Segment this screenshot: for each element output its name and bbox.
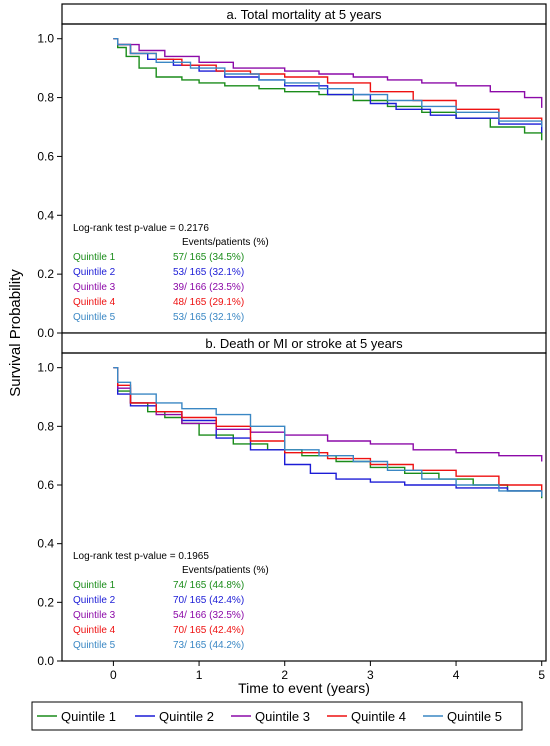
legend: Quintile 1 Quintile 2 Quintile 3 Quintil… (31, 701, 523, 731)
panel-a-y-tick-label: 0.8 (37, 91, 54, 105)
panel-b-title: b. Death or MI or stroke at 5 years (205, 336, 403, 351)
panel-b: b. Death or MI or stroke at 5 years 0.00… (37, 332, 547, 668)
panel-a-table-value-q4: 48/ 165 (29.1%) (173, 297, 244, 308)
legend-label-q4: Quintile 4 (351, 709, 406, 724)
panel-a-table-name-q2: Quintile 2 (73, 267, 116, 278)
panel-b-table-name-q3: Quintile 3 (73, 610, 116, 621)
panel-b-y-tick-label: 0.4 (37, 537, 54, 551)
legend-label-q1: Quintile 1 (61, 709, 116, 724)
panel-a-y-tick-label: 0.0 (37, 326, 54, 340)
panel-a-table-name-q1: Quintile 1 (73, 252, 116, 263)
legend-label-q5: Quintile 5 (447, 709, 502, 724)
panel-b-table-value-q3: 54/ 166 (32.5%) (173, 610, 244, 621)
panel-b-events-table: Quintile 1 74/ 165 (44.8%) Quintile 2 70… (73, 580, 244, 651)
panel-a-curve-quintile-4 (113, 38, 543, 125)
panel-b-y-tick-label: 0.0 (37, 654, 54, 668)
panel-b-curve-quintile-3 (113, 367, 543, 462)
panel-b-logrank-text: Log-rank test p-value = 0.1965 (73, 551, 209, 562)
panel-a: a. Total mortality at 5 years 0.00.20.40… (37, 3, 547, 340)
panel-b-table-name-q4: Quintile 4 (73, 625, 116, 636)
panel-b-curve-quintile-2 (113, 367, 543, 494)
panel-a-table-value-q5: 53/ 165 (32.1%) (173, 312, 244, 323)
y-axis-title: Survival Probability (7, 269, 24, 397)
panel-a-logrank-text: Log-rank test p-value = 0.2176 (73, 223, 209, 234)
x-tick-label: 5 (538, 668, 545, 682)
panel-a-table-value-q2: 53/ 165 (32.1%) (173, 267, 244, 278)
panel-a-table-name-q5: Quintile 5 (73, 312, 116, 323)
panel-a-y-tick-label: 0.4 (37, 208, 54, 222)
panel-a-table-value-q1: 57/ 165 (34.5%) (173, 252, 244, 263)
panel-a-curve-quintile-3 (113, 38, 543, 108)
panel-b-table-name-q5: Quintile 5 (73, 640, 116, 651)
panel-a-survival-curves (113, 38, 543, 141)
x-tick-label: 1 (196, 668, 203, 682)
panel-a-y-axis: 0.0 0.2 0.4 0.6 0.8 1.0 (37, 32, 62, 340)
panel-b-curve-quintile-5 (113, 367, 543, 497)
x-tick-label: 0 (110, 668, 117, 682)
panel-b-table-value-q5: 73/ 165 (44.2%) (173, 640, 244, 651)
panel-b-curve-quintile-1 (113, 367, 543, 499)
panel-a-table-value-q3: 39/ 166 (23.5%) (173, 282, 244, 293)
panel-b-table-header: Events/patients (%) (182, 565, 269, 576)
x-tick-label: 4 (453, 668, 460, 682)
panel-b-y-tick-label: 0.2 (37, 595, 54, 609)
panel-a-y-tick-label: 0.6 (37, 149, 54, 163)
panel-b-y-tick-label: 1.0 (37, 361, 54, 375)
panel-b-table-value-q1: 74/ 165 (44.8%) (173, 580, 244, 591)
legend-label-q2: Quintile 2 (159, 709, 214, 724)
panel-a-y-tick-label: 0.2 (37, 267, 54, 281)
x-tick-label: 2 (281, 668, 288, 682)
panel-a-plot-frame (61, 23, 547, 334)
panel-b-table-value-q4: 70/ 165 (42.4%) (173, 625, 244, 636)
panel-a-table-header: Events/patients (%) (182, 237, 269, 248)
panel-a-curve-quintile-5 (113, 38, 543, 127)
panel-b-survival-curves (113, 367, 543, 499)
panel-b-table-name-q1: Quintile 1 (73, 580, 116, 591)
panel-b-y-axis: 0.0 0.2 0.4 0.6 0.8 1.0 (37, 361, 62, 668)
panel-b-y-tick-label: 0.8 (37, 419, 54, 433)
x-axis: 0 1 2 3 4 5 (110, 661, 545, 682)
legend-label-q3: Quintile 3 (255, 709, 310, 724)
panel-a-table-name-q3: Quintile 3 (73, 282, 116, 293)
x-axis-title: Time to event (years) (238, 680, 370, 696)
panel-a-table-name-q4: Quintile 4 (73, 297, 116, 308)
panel-b-y-tick-label: 0.6 (37, 478, 54, 492)
panel-b-table-value-q2: 70/ 165 (42.4%) (173, 595, 244, 606)
panel-b-plot-frame (61, 352, 547, 662)
panel-a-events-table: Quintile 1 57/ 165 (34.5%) Quintile 2 53… (73, 252, 244, 323)
panel-a-y-tick-label: 1.0 (37, 32, 54, 46)
panel-b-table-name-q2: Quintile 2 (73, 595, 116, 606)
x-tick-label: 3 (367, 668, 374, 682)
panel-a-title: a. Total mortality at 5 years (226, 7, 382, 22)
